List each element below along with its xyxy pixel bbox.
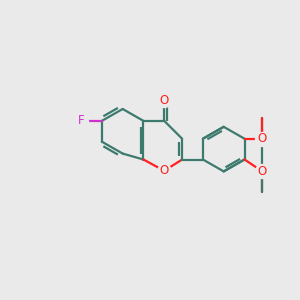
Text: O: O (258, 165, 267, 178)
Text: F: F (78, 114, 84, 128)
Text: O: O (160, 164, 169, 177)
Text: O: O (160, 94, 169, 106)
Text: O: O (258, 132, 267, 145)
